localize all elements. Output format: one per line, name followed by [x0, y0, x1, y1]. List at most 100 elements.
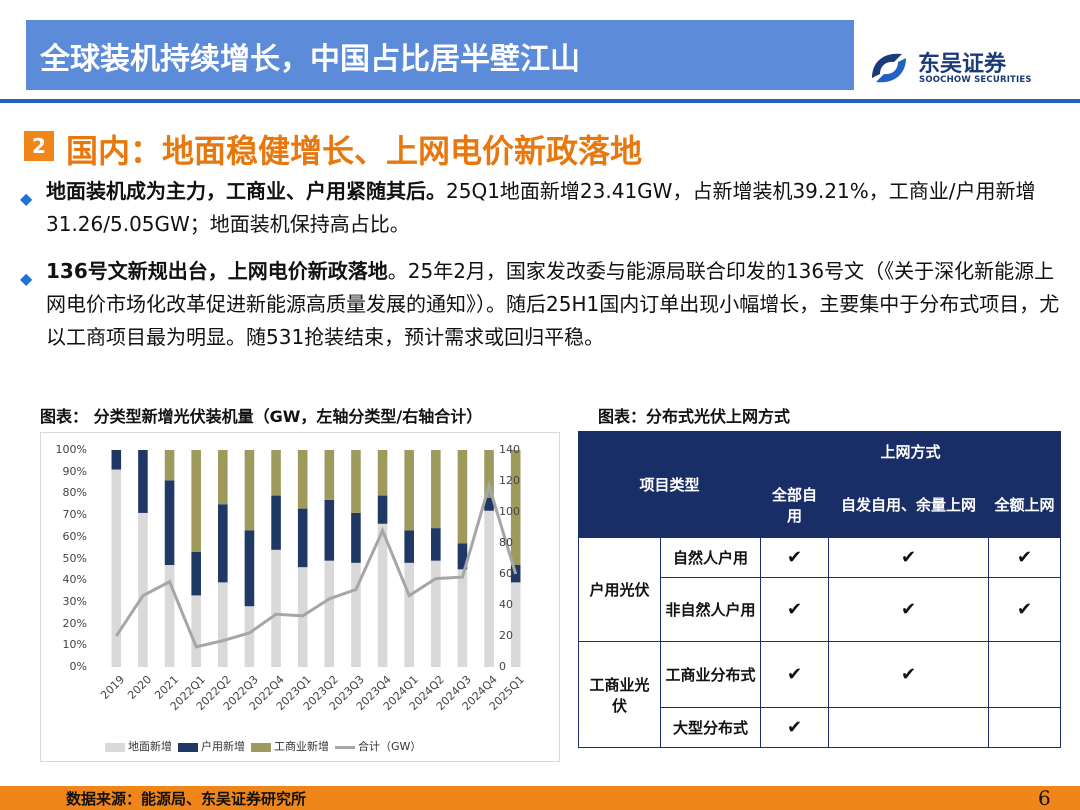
- bar-工商业新增-2022Q1: [191, 450, 201, 552]
- bullet-2-text: 。25年2月，国家发改委与能源局联合印发的136号文（《关于深化新能源上网电价市…: [46, 259, 1060, 349]
- bullet-1: ◆ 地面装机成为主力，工商业、户用紧随其后。25Q1地面新增23.41GW，占新…: [20, 175, 1060, 241]
- bar-户用新增-2022Q3: [244, 530, 255, 607]
- bar-地面新增-2024Q3: [457, 569, 468, 667]
- bullet-1-lead: 地面装机成为主力，工商业、户用紧随其后。: [46, 179, 446, 203]
- bar-地面新增-2024Q1: [404, 562, 414, 667]
- grid-mode-table: 项目类型 上网方式 全部自用 自发自用、余量上网 全额上网 户用光伏 自然人户用…: [578, 431, 1061, 748]
- chart-plot: [111, 450, 521, 667]
- table-row: 工商业光伏 工商业分布式 ✔ ✔: [578, 641, 1061, 748]
- bar-工商业新增-2023Q1: [297, 450, 308, 509]
- bullet-2: ◆ 136号文新规出台，上网电价新政落地。25年2月，国家发改委与能源局联合印发…: [20, 255, 1060, 354]
- y-left-tick: 20%: [62, 616, 87, 630]
- section-number: 2: [24, 131, 54, 161]
- bar-户用新增-2023Q1: [297, 508, 308, 568]
- bar-工商业新增-2025Q1: [510, 450, 521, 566]
- bar-工商业新增-2023Q4: [377, 450, 388, 496]
- header-project-type: 项目类型: [578, 431, 761, 538]
- header-full-grid: 全额上网: [988, 471, 1061, 538]
- installation-chart: 地面新增 户用新增 工商业新增 合计（GW） 0% 10% 20% 30% 40% 50% 60%…: [40, 432, 560, 762]
- y-right-tick: 140: [499, 443, 520, 456]
- bar-工商业新增-2022Q3: [244, 450, 255, 531]
- y-left-tick: 90%: [62, 464, 87, 478]
- legend-label: 合计（GW）: [358, 740, 422, 753]
- bar-地面新增-2023Q4: [377, 523, 388, 667]
- bar-户用新增-2022Q4: [271, 495, 281, 550]
- legend-line-icon: [335, 745, 355, 749]
- check-icon: ✔: [760, 577, 829, 642]
- bar-户用新增-2019: [111, 450, 122, 470]
- y-right-tick: 20: [499, 629, 513, 642]
- table-caption: 图表：分布式光伏上网方式: [598, 407, 791, 426]
- bar-地面新增-2021: [164, 565, 175, 667]
- bar-工商业新增-2024Q1: [404, 450, 414, 531]
- brand-name: 东吴证券: [918, 52, 1007, 77]
- table-row: 大型分布式 ✔: [579, 707, 1061, 748]
- y-left-tick: 60%: [62, 529, 87, 543]
- soochow-logo-icon: [872, 53, 906, 83]
- group-commercial: 工商业光伏: [578, 641, 661, 748]
- chart-legend: 地面新增 户用新增 工商业新增 合计（GW）: [105, 738, 427, 754]
- row-type: 大型分布式: [660, 707, 761, 748]
- bar-工商业新增-2021: [164, 450, 175, 481]
- bar-地面新增-2022Q2: [218, 582, 228, 667]
- bar-地面新增-2020: [138, 512, 148, 667]
- bar-工商业新增-2022Q4: [271, 450, 281, 496]
- bar-地面新增-2024Q4: [484, 510, 494, 667]
- legend-label: 户用新增: [201, 740, 245, 753]
- check-icon: ✔: [760, 707, 829, 748]
- header-grid-mode: 上网方式: [760, 431, 1061, 472]
- bar-地面新增-2022Q1: [191, 595, 201, 667]
- bar-地面新增-2019: [111, 469, 122, 667]
- diamond-bullet-icon: ◆: [20, 189, 33, 208]
- legend-item: 工商业新增: [251, 740, 329, 753]
- row-type: 非自然人户用: [660, 577, 761, 642]
- legend-swatch-icon: [251, 742, 271, 752]
- y-left-tick: 40%: [62, 573, 87, 587]
- chart-caption: 图表： 分类型新增光伏装机量（GW，左轴分类型/右轴合计）: [40, 407, 483, 426]
- group-household: 户用光伏: [578, 537, 661, 642]
- y-right-tick: 60: [499, 567, 513, 580]
- section-title: 国内：地面稳健增长、上网电价新政落地: [66, 132, 643, 170]
- bar-工商业新增-2023Q3: [351, 450, 361, 513]
- check-icon: [988, 707, 1061, 748]
- legend-item: 户用新增: [178, 740, 245, 753]
- y-right-tick: 120: [499, 474, 520, 487]
- row-type: 自然人户用: [660, 537, 761, 578]
- bar-工商业新增-2024Q2: [431, 450, 441, 529]
- title-bar: 全球装机持续增长，中国占比居半壁江山: [26, 20, 854, 90]
- check-icon: ✔: [828, 641, 989, 708]
- page-title: 全球装机持续增长，中国占比居半壁江山: [40, 42, 580, 77]
- bar-工商业新增-2024Q4: [484, 450, 494, 498]
- bar-工商业新增-2022Q2: [218, 450, 228, 505]
- bar-地面新增-2023Q3: [351, 562, 361, 667]
- legend-item: 合计（GW）: [335, 740, 421, 753]
- check-icon: ✔: [828, 577, 989, 642]
- y-right-tick: 80: [499, 536, 513, 549]
- check-icon: [988, 641, 1061, 708]
- check-icon: ✔: [988, 577, 1061, 642]
- table-row: 户用光伏 自然人户用 ✔ ✔ ✔: [578, 537, 1061, 642]
- data-source: 数据来源：能源局、东吴证券研究所: [66, 790, 307, 808]
- bar-户用新增-2024Q1: [404, 530, 414, 563]
- bar-地面新增-2024Q2: [431, 560, 441, 667]
- y-left-tick: 100%: [55, 443, 87, 456]
- check-icon: ✔: [760, 641, 829, 708]
- y-left-tick: 70%: [62, 508, 87, 522]
- check-icon: ✔: [988, 537, 1061, 578]
- check-icon: ✔: [760, 537, 829, 578]
- brand-name-en: SOOCHOW SECURITIES: [919, 75, 1032, 85]
- bar-户用新增-2022Q2: [218, 504, 228, 583]
- bar-工商业新增-2024Q3: [457, 450, 468, 544]
- footer-bar: 数据来源：能源局、东吴证券研究所 6: [0, 786, 1080, 810]
- check-icon: ✔: [828, 537, 989, 578]
- bar-户用新增-2024Q4: [484, 497, 494, 511]
- header-rule: [0, 99, 1080, 103]
- legend-item: 地面新增: [105, 740, 172, 753]
- legend-label: 工商业新增: [274, 740, 329, 753]
- bar-户用新增-2022Q1: [191, 551, 201, 596]
- y-right-tick: 100: [499, 505, 520, 518]
- bar-户用新增-2021: [164, 480, 175, 566]
- bullet-2-lead: 136号文新规出台，上网电价新政落地: [46, 259, 388, 283]
- legend-swatch-icon: [105, 742, 125, 752]
- bar-地面新增-2022Q3: [244, 606, 255, 667]
